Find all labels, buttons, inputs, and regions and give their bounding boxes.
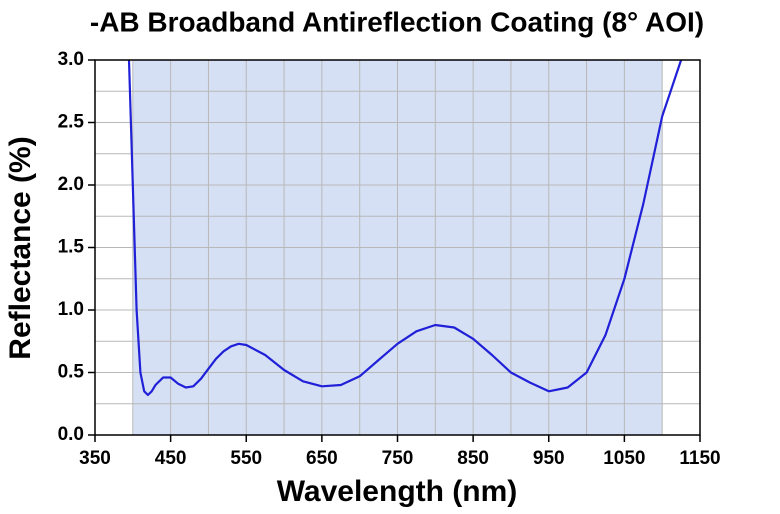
- x-tick-label: 350: [79, 448, 111, 469]
- x-tick-label: 550: [230, 448, 262, 469]
- chart-title: -AB Broadband Antireflection Coating (8°…: [90, 6, 704, 37]
- y-tick-label: 2.5: [58, 112, 85, 133]
- y-tick-label: 1.5: [58, 237, 85, 258]
- x-tick-label: 1150: [679, 448, 720, 469]
- x-tick-label: 650: [306, 448, 338, 469]
- y-tick-label: 2.0: [58, 174, 84, 195]
- y-tick-label: 1.0: [58, 299, 84, 320]
- y-axis-label: Reflectance (%): [4, 136, 37, 359]
- x-axis-label: Wavelength (nm): [277, 475, 518, 508]
- x-tick-label: 1050: [603, 448, 645, 469]
- y-tick-label: 0.5: [58, 362, 85, 383]
- x-tick-label: 750: [382, 448, 414, 469]
- x-tick-label: 450: [155, 448, 187, 469]
- y-tick-label: 0.0: [58, 424, 84, 445]
- x-tick-label: 950: [533, 448, 565, 469]
- data-line: [127, 59, 683, 397]
- y-tick-label: 3.0: [58, 49, 84, 70]
- x-tick-label: 850: [457, 448, 489, 469]
